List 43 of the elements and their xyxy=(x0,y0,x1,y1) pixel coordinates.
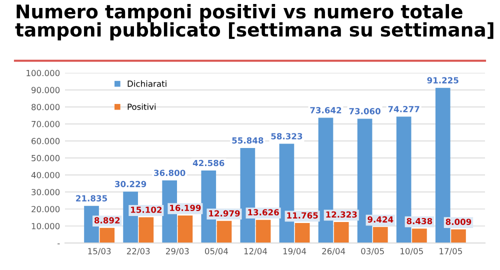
x-tick-label: 29/03 xyxy=(166,248,189,255)
data-label: 13.626 xyxy=(248,209,279,216)
x-tick-label: 05/04 xyxy=(204,248,228,255)
data-label: 58.323 xyxy=(271,133,302,140)
x-tick-label: 03/05 xyxy=(361,248,384,255)
y-tick-label: 70.000 xyxy=(32,120,60,128)
x-tick-label: 17/05 xyxy=(440,248,462,255)
y-tick-label: 40.000 xyxy=(31,172,60,178)
data-label: 36.800 xyxy=(154,170,186,176)
data-label: 30.229 xyxy=(115,180,146,188)
data-label: 21.835 xyxy=(76,195,108,202)
legend-label: Positivi xyxy=(128,103,156,110)
data-label: 55.848 xyxy=(232,137,264,144)
y-tick-label: 80.000 xyxy=(32,104,60,110)
data-label: 73.642 xyxy=(310,107,342,114)
data-label: 12.323 xyxy=(326,211,357,218)
data-label: 16.199 xyxy=(170,204,201,212)
x-tick-label: 12/04 xyxy=(244,248,268,255)
chart-title: Numero tamponi positivi vs numero totale tamponi pubblicato [settimana su settimana] xyxy=(15,4,494,40)
legend-label: Dichiarati xyxy=(128,80,166,87)
y-tick-label: 30.000 xyxy=(32,188,60,196)
data-label: 91.225 xyxy=(427,77,458,84)
data-label: 9.424 xyxy=(368,216,394,223)
data-label: 12.979 xyxy=(209,210,240,217)
data-label: 42.586 xyxy=(192,160,224,166)
y-tick-label: 20.000 xyxy=(32,206,60,212)
x-tick-label: 10/05 xyxy=(400,248,423,255)
y-tick-label: 60.000 xyxy=(32,138,60,144)
data-label: 8.009 xyxy=(446,218,472,225)
data-label: 11.765 xyxy=(287,212,318,219)
x-tick-label: 19/04 xyxy=(283,248,306,255)
y-tick-label: 100.000 xyxy=(26,70,60,76)
y-tick-label: 50.000 xyxy=(32,154,60,162)
data-label: 8.438 xyxy=(406,218,432,224)
x-tick-label: 26/04 xyxy=(322,248,346,255)
x-tick-label: 15/03 xyxy=(88,248,111,255)
data-label: 15.102 xyxy=(131,206,162,213)
data-label: 8.892 xyxy=(94,217,120,224)
y-tick-label: 90.000 xyxy=(32,86,60,94)
x-tick-label: 22/03 xyxy=(126,248,150,255)
y-tick-label: 10.000 xyxy=(32,222,60,230)
data-label: 74.277 xyxy=(388,106,420,112)
data-label: 73.060 xyxy=(349,108,380,114)
